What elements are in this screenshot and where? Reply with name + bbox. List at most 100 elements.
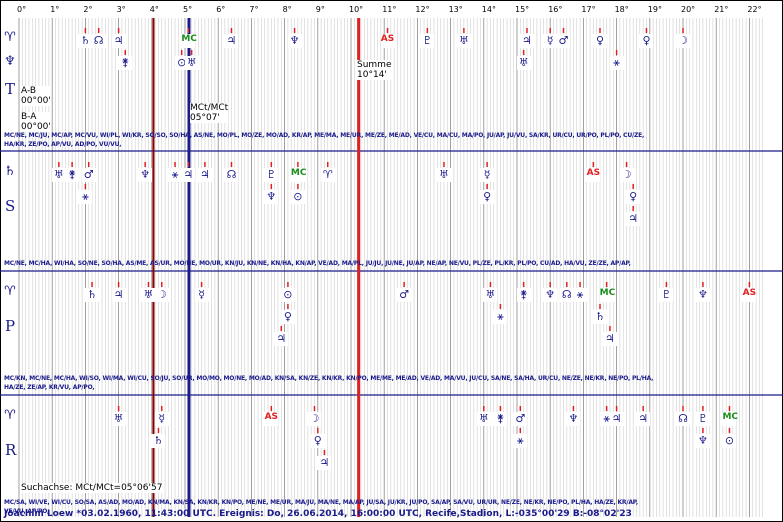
sun-glyph: ⊙ bbox=[280, 288, 295, 302]
vulkanus-glyph: ♃ bbox=[197, 168, 212, 182]
degree-label: 9° bbox=[315, 5, 325, 14]
kronos-glyph: ⚹ bbox=[78, 190, 93, 204]
row-origin-glyph: ♈ bbox=[3, 408, 17, 423]
row-letter: P bbox=[5, 317, 16, 335]
pluto-glyph: ♇ bbox=[659, 288, 674, 302]
aspect-list-continued: HA/KR, ZE/PO, AP/VU, AD/PO, VU/VU, bbox=[4, 141, 122, 148]
node-glyph: ☊ bbox=[224, 168, 239, 182]
degree-label: 4° bbox=[149, 5, 159, 14]
degree-label: 10° bbox=[349, 5, 364, 14]
node-glyph: ☊ bbox=[676, 412, 690, 426]
mars-glyph: ♂ bbox=[397, 288, 412, 302]
sun-glyph: ⊙ bbox=[290, 190, 305, 204]
saturn-glyph: ♄ bbox=[78, 34, 93, 48]
pluto-glyph: ♇ bbox=[695, 412, 710, 426]
cupido-glyph: ⚵ bbox=[65, 168, 80, 182]
saturn-2-glyph: ♄ bbox=[593, 310, 607, 324]
mercury-glyph: ☿ bbox=[154, 412, 169, 426]
row-letter: T bbox=[5, 80, 16, 98]
degree-label: 5° bbox=[183, 5, 193, 14]
degree-label: 7° bbox=[249, 5, 259, 14]
uranus-glyph: ♅ bbox=[141, 288, 156, 302]
zeus-glyph: ⚹ bbox=[573, 288, 588, 302]
mc-glyph: MC bbox=[181, 34, 197, 48]
suchachse-label: Suchachse: MCt/MCt=05°06'57 bbox=[21, 483, 163, 493]
degree-label: 0° bbox=[17, 5, 27, 14]
hades-glyph: ♅ bbox=[184, 56, 199, 70]
hades-glyph: ♅ bbox=[476, 412, 491, 426]
admetos-glyph: ♀ bbox=[480, 190, 495, 204]
ascendant-glyph: AS bbox=[586, 168, 601, 182]
degree-label: 8° bbox=[282, 5, 292, 14]
mars-glyph: ♂ bbox=[81, 168, 96, 182]
apollon-glyph: ♆ bbox=[264, 190, 279, 204]
poseidon-glyph: ♃ bbox=[519, 34, 534, 48]
apollon-glyph: ♆ bbox=[695, 434, 710, 448]
jupiter-2-glyph: ♃ bbox=[609, 412, 624, 426]
node-glyph: ☊ bbox=[91, 34, 106, 48]
degree-label: 20° bbox=[681, 5, 696, 14]
neptune-glyph: ♆ bbox=[566, 412, 581, 426]
venus-glyph: ♀ bbox=[626, 190, 641, 204]
moon-glyph: ☽ bbox=[307, 412, 322, 426]
row-letter: S bbox=[5, 197, 16, 215]
node-glyph: ☊ bbox=[559, 288, 574, 302]
minute-grid bbox=[18, 18, 763, 517]
row-origin-glyph: ♄ bbox=[3, 164, 17, 179]
ascendant-glyph: AS bbox=[264, 412, 279, 426]
degree-label: 19° bbox=[647, 5, 662, 14]
uranus-glyph: ♅ bbox=[111, 412, 126, 426]
aspect-list-continued: HA/ZE, ZE/AP, KR/VU, AP/PO, bbox=[4, 384, 95, 391]
degree-label: 18° bbox=[614, 5, 629, 14]
jupiter-glyph: ♃ bbox=[317, 456, 332, 470]
jupiter-2-glyph: ♃ bbox=[274, 332, 289, 346]
moon-glyph: ☽ bbox=[619, 168, 634, 182]
kronos-glyph: ⚹ bbox=[513, 434, 528, 448]
ba-label: B-A 00°00' bbox=[21, 112, 51, 132]
degree-label: 1° bbox=[50, 5, 60, 14]
neptune-glyph: ♆ bbox=[543, 288, 558, 302]
pluto-glyph: ♇ bbox=[420, 34, 435, 48]
saturn-glyph: ♄ bbox=[151, 434, 166, 448]
cupido-glyph: ⚵ bbox=[118, 56, 133, 70]
degree-label: 16° bbox=[548, 5, 563, 14]
mars-glyph: ♂ bbox=[513, 412, 528, 426]
admetos-glyph: ♀ bbox=[593, 34, 607, 48]
mc-glyph: MC bbox=[722, 412, 738, 426]
aspect-list: MC/SA, WI/VE, WI/CU, SO/SA, AS/AD, MO/AD… bbox=[4, 499, 638, 506]
jupiter-glyph: ♃ bbox=[111, 34, 126, 48]
cupido-glyph: ⚵ bbox=[493, 412, 508, 426]
sun-glyph: ⊙ bbox=[722, 434, 737, 448]
mars-glyph: ♂ bbox=[556, 34, 571, 48]
kronos-glyph: ⚹ bbox=[493, 310, 508, 324]
degree-label: 21° bbox=[714, 5, 729, 14]
apollon-glyph: ♆ bbox=[287, 34, 302, 48]
zeus-glyph: ⚹ bbox=[609, 56, 624, 70]
neptune-glyph: ♆ bbox=[138, 168, 153, 182]
degree-label: 11° bbox=[382, 5, 397, 14]
hades-glyph: ♅ bbox=[483, 288, 498, 302]
row-origin-glyph: ♈ bbox=[3, 284, 17, 299]
uranus-glyph: ♅ bbox=[456, 34, 471, 48]
degree-label: 3° bbox=[116, 5, 126, 14]
aries-glyph: ♈ bbox=[320, 168, 335, 182]
moon-glyph: ☽ bbox=[154, 288, 169, 302]
venus-glyph: ♀ bbox=[639, 34, 654, 48]
poseidon-glyph: ♃ bbox=[602, 332, 617, 346]
mercury-glyph: ☿ bbox=[194, 288, 209, 302]
footer-info: Joachim Loew *03.02.1960, 11:43:00 UTC. … bbox=[4, 509, 632, 519]
mct-label: MCt/MCt 05°07' bbox=[190, 103, 229, 123]
degree-label: 14° bbox=[481, 5, 496, 14]
degree-label: 13° bbox=[448, 5, 463, 14]
row-letter: R bbox=[5, 441, 17, 459]
venus-glyph: ♀ bbox=[280, 310, 295, 324]
mercury-glyph: ☿ bbox=[480, 168, 495, 182]
ascendant-glyph: AS bbox=[380, 34, 395, 48]
venus-glyph: ♀ bbox=[310, 434, 325, 448]
pluto-glyph: ♇ bbox=[264, 168, 279, 182]
jupiter-glyph: ♃ bbox=[626, 212, 641, 226]
hades-glyph: ♅ bbox=[51, 168, 66, 182]
poseidon-glyph: ♃ bbox=[181, 168, 196, 182]
degree-label: 6° bbox=[216, 5, 226, 14]
